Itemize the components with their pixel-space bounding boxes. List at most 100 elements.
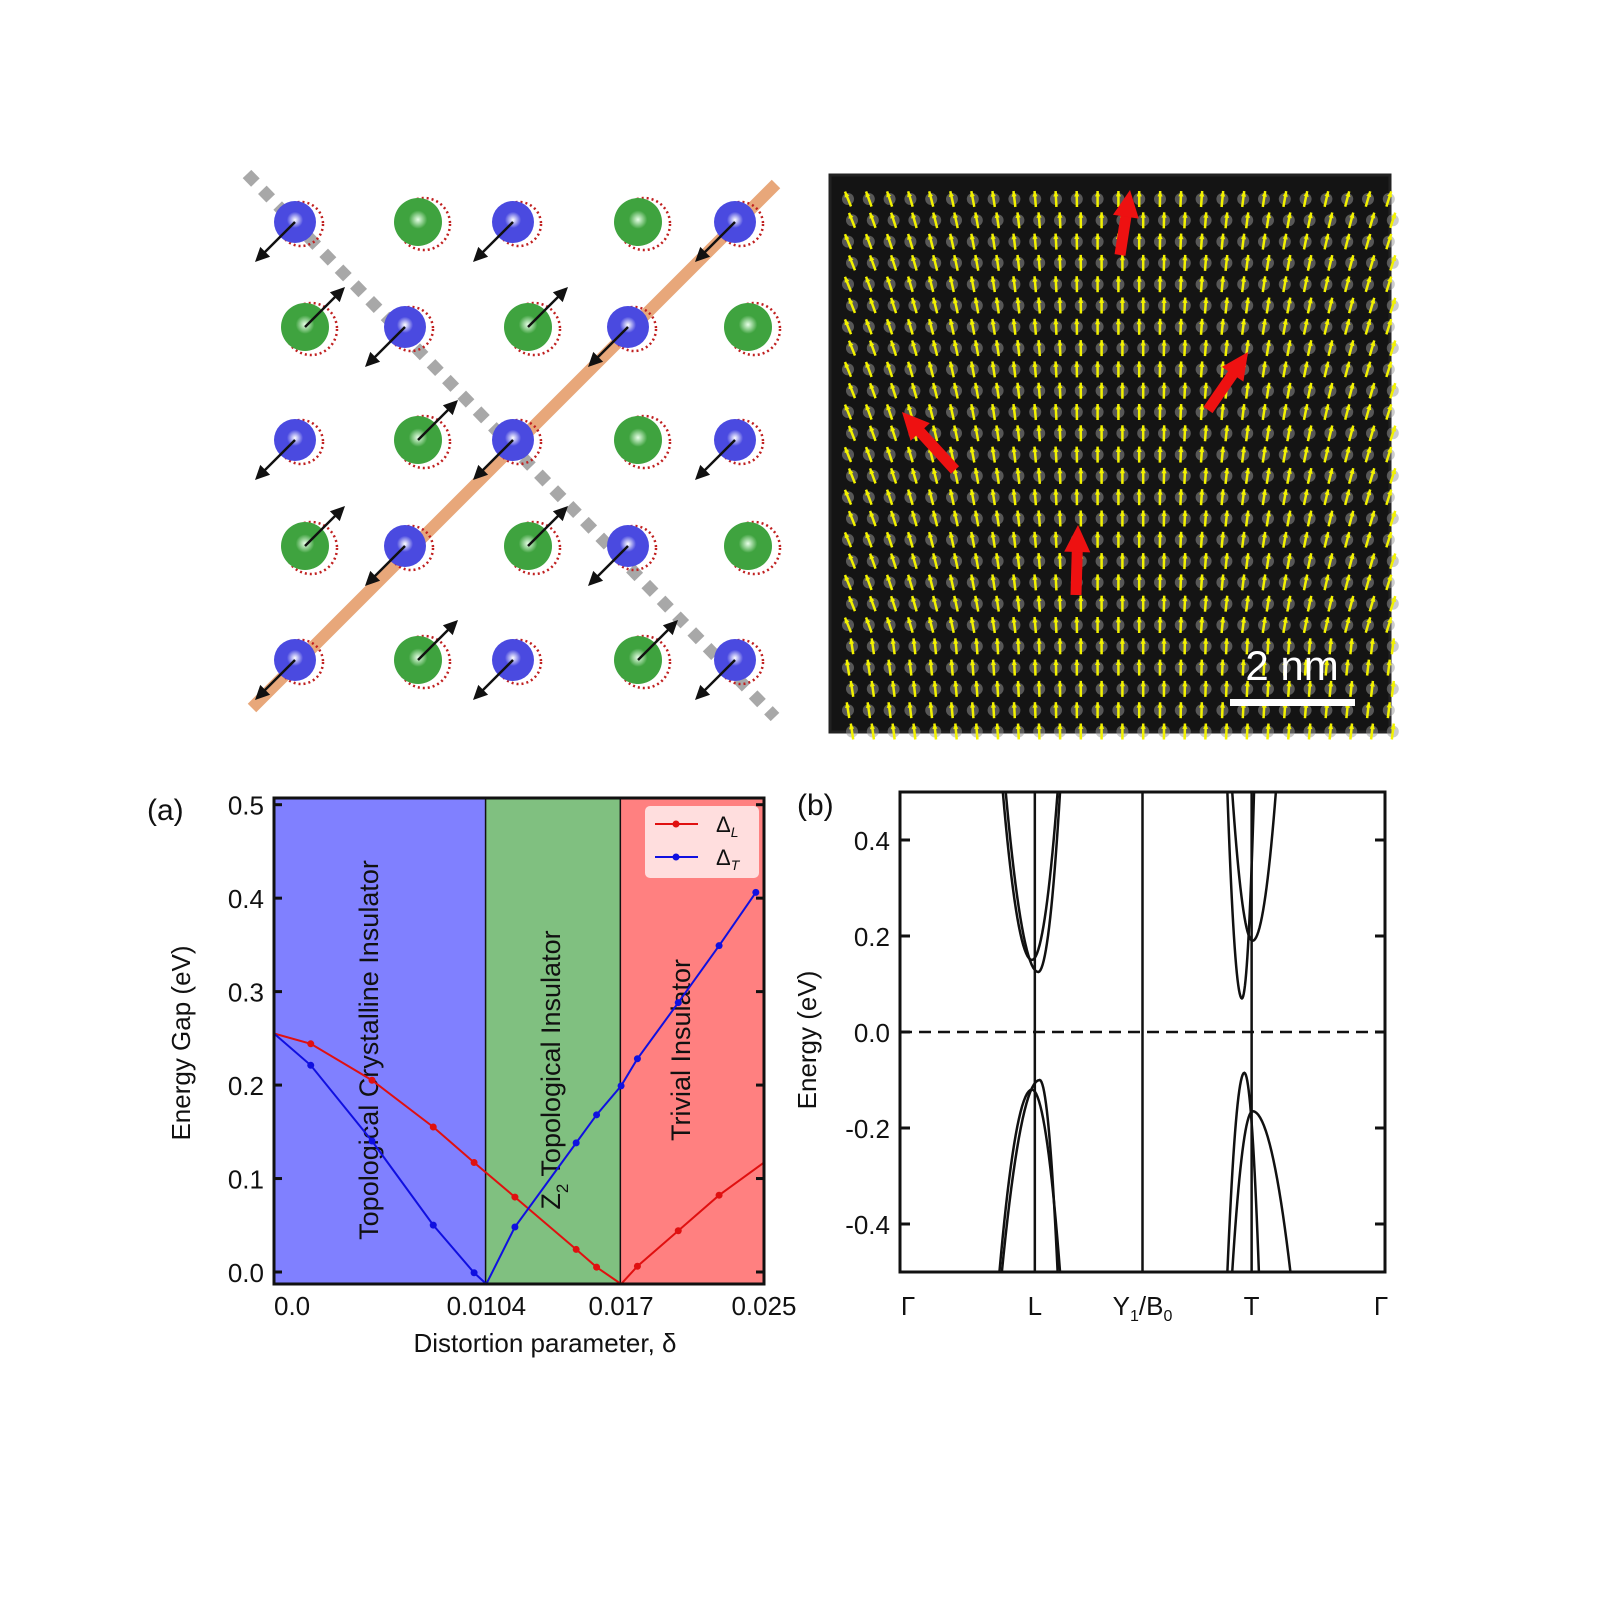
polarization-arrow-head	[1199, 531, 1205, 538]
polarization-arrow-head	[1136, 233, 1142, 240]
polarization-arrow-head	[1370, 468, 1376, 475]
displacement-arrow	[593, 545, 629, 581]
polarization-arrow-head	[994, 297, 1000, 304]
polarization-arrow-head	[1011, 233, 1017, 240]
polarization-arrow-head	[1328, 553, 1334, 560]
polarization-arrow-head	[1223, 680, 1230, 687]
polarization-arrow-head	[928, 361, 934, 368]
polarization-arrow-head	[886, 447, 892, 453]
polarization-arrow-head	[1391, 212, 1397, 219]
polarization-arrow-head	[1324, 446, 1330, 453]
polarization-arrow-head	[869, 468, 875, 475]
polarization-arrow-head	[1370, 596, 1376, 602]
arrow-head	[255, 464, 271, 480]
polarization-arrow-head	[1203, 680, 1209, 687]
polarization-arrow-head	[1119, 297, 1126, 303]
polarization-arrow-head	[907, 702, 913, 708]
polarization-arrow-head	[1053, 361, 1059, 367]
arrow-head	[695, 464, 711, 480]
polarization-arrow-head	[1307, 255, 1313, 261]
polarization-arrow-head	[1387, 276, 1393, 283]
polarization-arrow-head	[890, 340, 896, 347]
polarization-arrow-head	[1057, 382, 1063, 389]
polarization-arrow-head	[848, 255, 854, 262]
polarization-arrow-head	[848, 425, 854, 432]
polarization-arrow-head	[1348, 680, 1355, 687]
polarization-arrow-head	[1074, 617, 1080, 623]
polarization-arrow-head	[1244, 680, 1250, 687]
polarization-arrow-head	[1240, 489, 1247, 495]
polarization-arrow-head	[1261, 276, 1267, 283]
polarization-arrow-head	[1157, 276, 1163, 282]
polarization-arrow-head	[994, 510, 1000, 517]
polarization-arrow-head	[1203, 297, 1209, 304]
polarization-arrow-head	[1140, 595, 1146, 602]
displacement-ring	[495, 418, 543, 466]
polarization-arrow-head	[1015, 340, 1021, 346]
polarization-arrow-head	[1224, 553, 1230, 559]
domain-arrow	[1203, 366, 1241, 414]
polarization-arrow-head	[1136, 659, 1142, 666]
data-point	[572, 1245, 580, 1253]
polarization-arrow-head	[1057, 723, 1063, 729]
polarization-arrow-head	[1261, 318, 1267, 325]
polarization-arrow-head	[1224, 340, 1230, 346]
polarization-arrow-head	[1032, 233, 1038, 240]
polarization-arrow-head	[1036, 382, 1042, 389]
polarization-arrow-head	[1240, 233, 1247, 240]
polarization-arrow-head	[1178, 659, 1184, 666]
polarization-arrow-head	[1182, 638, 1188, 644]
polarization-arrow-head	[1223, 723, 1230, 730]
band-0	[1001, 792, 1059, 962]
polarization-arrow-head	[1032, 659, 1038, 666]
polarization-arrow-head	[844, 361, 850, 368]
polarization-arrow-head	[1036, 212, 1042, 218]
polarization-arrow-head	[1220, 191, 1226, 197]
polarization-arrow-head	[1307, 595, 1313, 602]
polarization-arrow-head	[1199, 659, 1205, 666]
polarization-arrow-head	[1282, 659, 1288, 666]
polarization-arrow-head	[1182, 510, 1188, 517]
polarization-arrow-head	[1345, 532, 1351, 538]
polarization-arrow-head	[990, 404, 996, 410]
polarization-arrow-head	[1366, 191, 1372, 198]
polarization-arrow-head	[1366, 319, 1372, 326]
data-point	[752, 888, 760, 896]
polarization-arrow-head	[990, 531, 996, 538]
domain-arrow-head	[902, 412, 930, 441]
polarization-arrow-head	[948, 446, 954, 453]
polarization-arrow-head	[1303, 276, 1309, 283]
y-tick-label: 0.3	[228, 978, 264, 1008]
polarization-arrow-head	[911, 638, 917, 645]
displacement-arrow	[527, 292, 563, 328]
domain-arrow	[1114, 208, 1133, 256]
polarization-arrow-head	[1074, 702, 1080, 708]
polarization-arrow-head	[1307, 723, 1313, 730]
polarization-arrow-head	[952, 553, 959, 560]
legend-entry: ΔL	[716, 812, 739, 840]
polarization-arrow-head	[1074, 446, 1080, 453]
polarization-arrow-head	[928, 191, 934, 198]
polarization-arrow-head	[1244, 340, 1251, 346]
polarization-arrow-head	[1220, 404, 1226, 410]
polarization-arrow-head	[952, 255, 959, 261]
polarization-arrow-head	[886, 532, 892, 539]
polarization-arrow-head	[1265, 723, 1271, 730]
polarization-arrow-head	[1078, 510, 1084, 516]
polarization-arrow-head	[1328, 510, 1334, 517]
polarization-arrow-head	[948, 318, 954, 325]
polarization-arrow-head	[886, 191, 892, 198]
y-tick-label: 0.4	[854, 826, 890, 856]
polarization-arrow-head	[994, 595, 1000, 602]
polarization-arrow-head	[1370, 510, 1376, 517]
legend-marker	[672, 820, 680, 828]
k-point-label: T	[1244, 1291, 1260, 1321]
band-structure-chart: 0.4 0.2 0.0 -0.2 -0.4 Γ L Y1/B0 T Γ Energy (eV) (b)	[792, 789, 1388, 1325]
polarization-arrow-head	[1286, 468, 1292, 474]
band-3	[1000, 1078, 1059, 1272]
polarization-arrow-head	[1098, 595, 1105, 602]
polarization-arrow-head	[1387, 404, 1393, 411]
polarization-arrow-head	[1157, 404, 1163, 410]
polarization-arrow-head	[974, 723, 980, 730]
polarization-arrow-head	[1057, 638, 1063, 644]
